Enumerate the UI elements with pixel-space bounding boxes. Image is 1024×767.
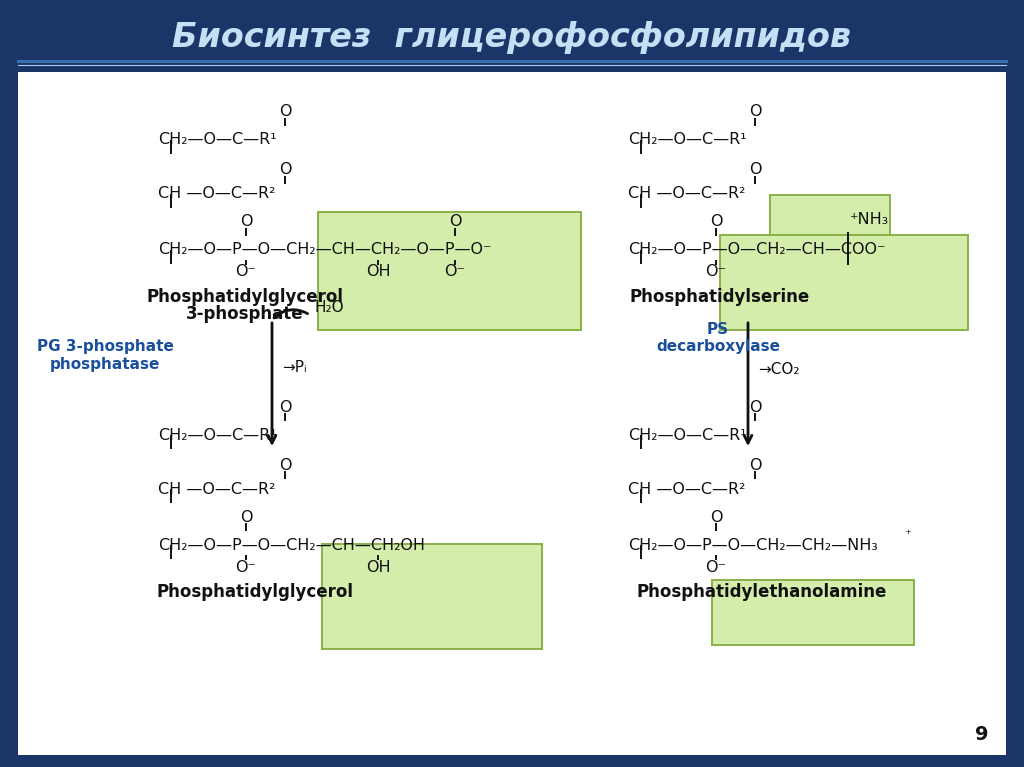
- Text: phosphatase: phosphatase: [50, 357, 160, 373]
- Text: CH —O—C—R²: CH —O—C—R²: [628, 186, 745, 202]
- Text: O: O: [279, 400, 291, 414]
- Text: CH₂—O—P—O—CH₂—CH₂—NH₃: CH₂—O—P—O—CH₂—CH₂—NH₃: [628, 538, 878, 552]
- Text: 3-phosphate: 3-phosphate: [186, 305, 304, 323]
- Bar: [322, 544, 542, 649]
- Text: CH —O—C—R²: CH —O—C—R²: [158, 186, 275, 202]
- Text: CH₂—O—C—R¹: CH₂—O—C—R¹: [158, 427, 276, 443]
- Text: CH₂—O—C—R¹: CH₂—O—C—R¹: [628, 427, 746, 443]
- Text: Биосинтез  глицерофосфолипидов: Биосинтез глицерофосфолипидов: [172, 21, 852, 54]
- Text: H₂O: H₂O: [315, 299, 345, 314]
- Text: O: O: [449, 215, 461, 229]
- Text: O: O: [240, 509, 252, 525]
- Text: Phosphatidylglycerol: Phosphatidylglycerol: [157, 583, 353, 601]
- Text: O: O: [240, 215, 252, 229]
- Text: →Pᵢ: →Pᵢ: [282, 360, 307, 374]
- Text: O: O: [749, 457, 761, 472]
- Text: O⁻: O⁻: [236, 265, 256, 279]
- Text: CH₂—O—C—R¹: CH₂—O—C—R¹: [628, 133, 746, 147]
- Text: CH —O—C—R²: CH —O—C—R²: [158, 482, 275, 496]
- Text: CH₂—O—P—O—CH₂—CH—CH₂—O—P—O⁻: CH₂—O—P—O—CH₂—CH—CH₂—O—P—O⁻: [158, 242, 492, 258]
- Text: O: O: [279, 163, 291, 177]
- Text: O: O: [749, 163, 761, 177]
- Text: decarboxylase: decarboxylase: [656, 340, 780, 354]
- Text: CH₂—O—P—O—CH₂—CH—COO⁻: CH₂—O—P—O—CH₂—CH—COO⁻: [628, 242, 886, 258]
- Text: O: O: [710, 215, 722, 229]
- Text: Phosphatidylethanolamine: Phosphatidylethanolamine: [637, 583, 887, 601]
- Bar: [712, 580, 914, 645]
- Text: PS: PS: [707, 321, 729, 337]
- Text: ⁺NH₃: ⁺NH₃: [850, 212, 889, 228]
- Text: CH₂—O—C—R¹: CH₂—O—C—R¹: [158, 133, 276, 147]
- Text: O: O: [749, 104, 761, 120]
- Bar: [318, 212, 581, 330]
- Text: O⁻: O⁻: [236, 559, 256, 574]
- Text: O: O: [710, 509, 722, 525]
- Text: Phosphatidylserine: Phosphatidylserine: [630, 288, 810, 306]
- Text: CH —O—C—R²: CH —O—C—R²: [628, 482, 745, 496]
- Text: O⁻: O⁻: [706, 265, 726, 279]
- Bar: [18, 72, 1006, 755]
- Text: OH: OH: [366, 559, 390, 574]
- Bar: [770, 195, 890, 235]
- Text: O: O: [279, 457, 291, 472]
- Text: 9: 9: [975, 726, 989, 745]
- Text: Phosphatidylglycerol: Phosphatidylglycerol: [146, 288, 343, 306]
- Bar: [720, 235, 968, 330]
- Text: CH₂—O—P—O—CH₂—CH—CH₂OH: CH₂—O—P—O—CH₂—CH—CH₂OH: [158, 538, 425, 552]
- Text: ⁺: ⁺: [904, 528, 911, 542]
- Text: O⁻: O⁻: [706, 559, 726, 574]
- Text: O: O: [749, 400, 761, 414]
- Text: OH: OH: [366, 265, 390, 279]
- Text: O: O: [279, 104, 291, 120]
- Text: →CO₂: →CO₂: [758, 361, 800, 377]
- Text: O⁻: O⁻: [444, 265, 466, 279]
- Text: PG 3-phosphate: PG 3-phosphate: [37, 340, 173, 354]
